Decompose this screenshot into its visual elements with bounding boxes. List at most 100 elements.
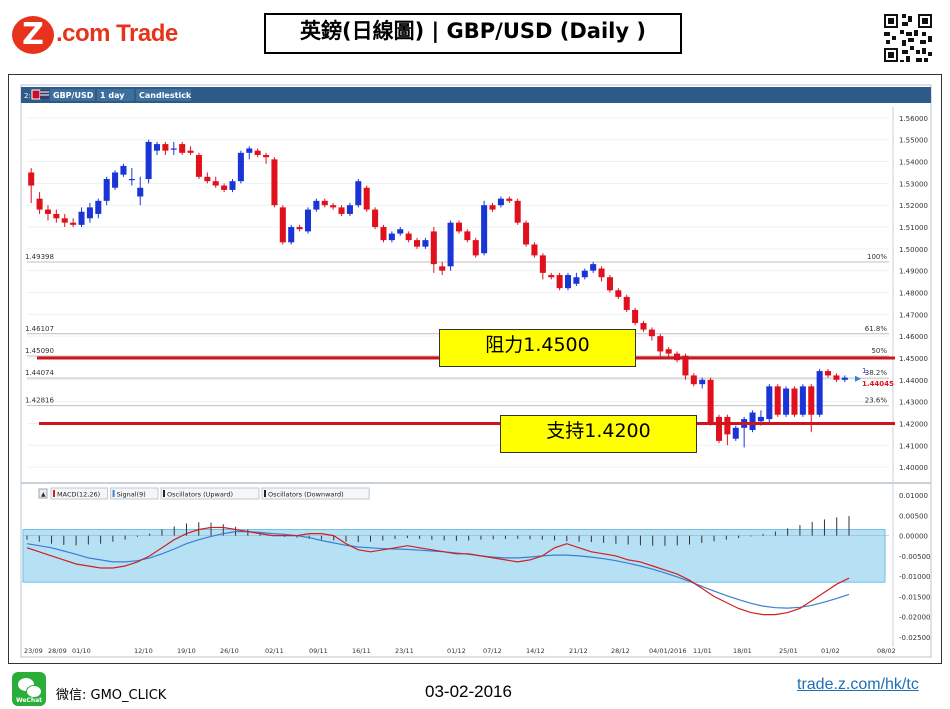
- candle-body: [263, 155, 270, 158]
- macd-tick-label: 0.01000: [899, 492, 928, 500]
- date-tick-label: 04/01/2016: [649, 647, 686, 655]
- candle-body: [388, 233, 395, 241]
- last-price-marker: 1. 1.44045: [855, 367, 894, 388]
- interval-tab[interactable]: [97, 89, 134, 101]
- candle-body: [145, 141, 152, 180]
- date-tick-label: 07/12: [483, 647, 502, 655]
- candle-body: [86, 207, 93, 219]
- candle-body: [363, 187, 370, 210]
- wechat-icon: WeChat: [12, 672, 46, 706]
- candle-body: [548, 275, 555, 278]
- candle-body: [128, 179, 135, 181]
- date-tick-label: 01/10: [72, 647, 91, 655]
- candle-body: [481, 205, 488, 254]
- fib-value-label: 1.46107: [25, 325, 54, 333]
- price-axis-ticks: 1.56000 1.55000 1.54000 1.53000 1.52000 1.510…: [899, 115, 928, 472]
- candle-body: [112, 172, 119, 188]
- candle-body: [447, 222, 454, 267]
- candle-body: [816, 371, 823, 415]
- candle-body: [472, 240, 479, 256]
- candle-body: [774, 386, 781, 415]
- candle-body: [254, 150, 261, 156]
- candle-body: [95, 200, 102, 214]
- date-tick-label: 25/01: [779, 647, 798, 655]
- candle-body: [422, 240, 429, 247]
- candle-body: [841, 377, 848, 380]
- legend-collapse-button: [38, 488, 48, 499]
- candle-body: [296, 227, 303, 230]
- price-tick-label: 1.50000: [899, 246, 928, 254]
- price-tick-label: 1.49000: [899, 268, 928, 276]
- price-tick-label: 1.47000: [899, 311, 928, 319]
- price-tick-label: 1.46000: [899, 333, 928, 341]
- indicator-legend: ▲ MACD(12,26) Signal(9) Oscillators (Upward…: [38, 487, 370, 500]
- date-tick-label: 09/11: [309, 647, 328, 655]
- candle-body: [355, 181, 362, 206]
- candle-body: [153, 144, 161, 151]
- candle-body: [405, 233, 412, 241]
- resistance-callout: 阻力1.4500: [439, 329, 636, 367]
- candle-body: [808, 386, 815, 415]
- last-price-arrow: [855, 375, 861, 382]
- legend-item: [160, 487, 260, 500]
- candle-body: [581, 270, 588, 278]
- price-tick-label: 1.54000: [899, 159, 928, 167]
- price-tick-label: 1.41000: [899, 442, 928, 450]
- macd-tick-label: -0.00500: [899, 553, 930, 561]
- candle-body: [137, 187, 144, 197]
- fib-value-label: 1.49398: [25, 253, 54, 261]
- macd-line: [26, 526, 850, 616]
- candle-body: [170, 148, 177, 150]
- logo-text: .com Trade: [56, 20, 178, 47]
- date-tick-label: 01/12: [447, 647, 466, 655]
- date-tick-label: 12/10: [134, 647, 153, 655]
- price-tick-label: 1.43000: [899, 399, 928, 407]
- candle-body: [715, 416, 723, 441]
- macd-tick-label: -0.01000: [899, 573, 930, 581]
- fib-value-label: 1.44074: [25, 369, 54, 377]
- candle-body: [464, 231, 471, 241]
- candle-body: [556, 275, 563, 289]
- support-callout: 支持1.4200: [500, 415, 697, 453]
- macd-tick-label: -0.02000: [899, 614, 930, 622]
- candle-body: [221, 185, 228, 190]
- candle-body: [707, 379, 714, 424]
- candle-body: [791, 388, 798, 415]
- date-tick-label: 23/11: [395, 647, 414, 655]
- qr-code-icon: [882, 12, 934, 64]
- candle-body: [539, 255, 546, 273]
- candle-body: [606, 277, 613, 291]
- candle-body: [455, 222, 462, 232]
- date-tick-label: 21/12: [569, 647, 588, 655]
- candle-body: [598, 268, 605, 278]
- price-tick-label: 1.40000: [899, 464, 928, 472]
- gbpusd-chart: 2: GBP/USD 1 day Candlestick 1.49398 100%…: [20, 84, 932, 658]
- candle-body: [162, 144, 169, 151]
- uk-us-flag-icon: [31, 89, 49, 100]
- macd-tick-label: -0.01500: [899, 593, 930, 601]
- candle-body: [497, 198, 504, 206]
- date-tick-label: 28/09: [48, 647, 67, 655]
- logo-mark: Z: [12, 16, 54, 54]
- date-tick-label: 23/09: [24, 647, 43, 655]
- candle-body: [195, 155, 202, 177]
- price-tick-label: 1.44000: [899, 377, 928, 385]
- candle-body: [70, 222, 77, 225]
- candle-body: [61, 218, 68, 223]
- candle-body: [414, 240, 421, 247]
- candlestick-series: [28, 139, 848, 448]
- chart-style-tab[interactable]: [136, 89, 191, 101]
- date-axis: 23/09 28/09 01/10 12/10 19/10 26/10 02/11 09/11…: [24, 647, 896, 655]
- symbol-tab[interactable]: [50, 89, 95, 101]
- candle-body: [330, 205, 337, 208]
- candle-body: [321, 200, 328, 206]
- website-link[interactable]: trade.z.com/hk/tc: [797, 676, 919, 693]
- candle-body: [380, 227, 387, 241]
- collapse-icon: ▲: [41, 491, 46, 498]
- price-tick-label: 1.45000: [899, 355, 928, 363]
- fib-percent-label: 38.2%: [865, 369, 888, 377]
- candle-body: [590, 264, 597, 271]
- candle-body: [346, 205, 353, 214]
- price-tick-label: 1.53000: [899, 180, 928, 188]
- candle-body: [623, 296, 630, 310]
